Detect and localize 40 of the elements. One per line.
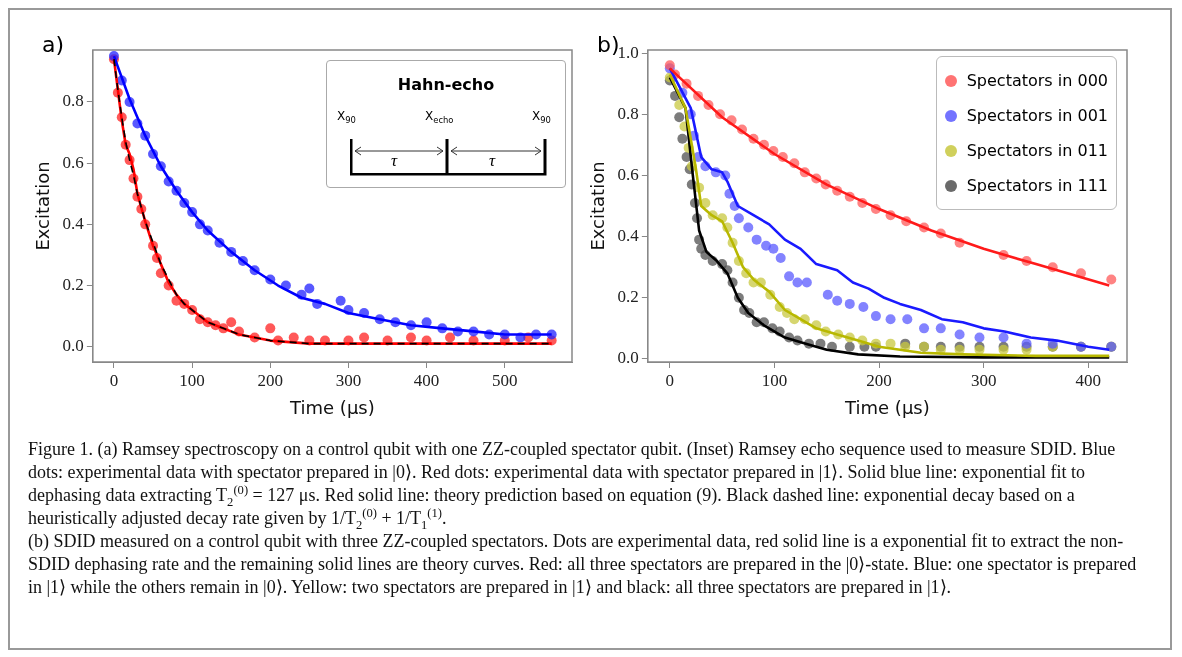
x-tick-label: 100	[179, 370, 205, 390]
y-tick-label: 0.2	[617, 287, 639, 307]
text: Figure 1. (a) Ramsey spectroscopy on a control qubit with one ZZ-coupled spectator qubit. (Inset) Ramsey echo sequence used to measure SDID. Blue dots: experimental data with spectator prepared in |0⟩. Red dots: experimental data with spectator prepared in |1⟩. Solid blue line: exponential fit to dephasing data extracting T$_{2}$$^{(0)}$ = 127 μs. Red solid line: theory prediction based on equation (9). Black dashed line: exponential decay based on a heuristically adjusted decay rate given by 1/T$_{2}$$^{(0)}$ + 1/T$_{1}$$^{(1)}$.	[28, 439, 1116, 532]
x-tick-label: 0	[109, 370, 119, 390]
x-axis-title: Time (μs)	[289, 396, 375, 418]
legend-label: Spectators in 011	[966, 141, 1108, 160]
x-tick-label: 400	[1075, 370, 1102, 390]
y-axis-title: Excitation	[32, 161, 54, 251]
x-axis-title: Time (μs)	[844, 396, 930, 418]
x-tick-label: 100	[761, 370, 788, 390]
annotation: τ	[489, 151, 496, 171]
x-tick-label: 300	[970, 370, 997, 390]
y-tick-label: 0.2	[62, 275, 84, 294]
x-tick-label: 200	[257, 370, 284, 390]
legend-label: Spectators in 000	[966, 71, 1108, 90]
x-tick-label: 400	[413, 370, 440, 390]
x-tick-label: 500	[492, 370, 518, 390]
annotation: X$_{echo}$	[425, 109, 454, 126]
text: (b) SDID measured on a control qubit with three ZZ-coupled spectators. Dots are experimental data, red solid line is a exponential fit to extract the non-SDID dephasing rate and the remaining solid lines are theory curves. Red: all three spectators are prepared in the |0⟩-state. Blue: one spectator is prepared in |1⟩ while the others remain in |0⟩. Yellow: two spectators are prepared in |1⟩ and black: all three spectators are prepared in |1⟩.	[28, 530, 1138, 599]
chart-title: a)	[42, 32, 65, 57]
y-tick-label: 0.0	[617, 348, 639, 368]
chart-title: b)	[597, 32, 620, 57]
annotation: X$_{90}$	[532, 109, 551, 126]
y-tick-label: 0.6	[62, 152, 84, 172]
x-tick-label: 0	[665, 370, 675, 390]
y-tick-label: 0.8	[62, 91, 84, 111]
annotation: τ	[391, 151, 398, 171]
y-tick-label: 0.6	[617, 164, 639, 184]
y-axis-title: Excitation	[587, 161, 609, 251]
y-tick-label: 0.4	[62, 213, 85, 233]
x-tick-label: 200	[866, 370, 892, 390]
y-tick-label: 0.8	[617, 103, 639, 123]
y-tick-label: 0.4	[617, 226, 640, 246]
x-tick-label: 300	[335, 370, 362, 390]
legend-label: Spectators in 001	[966, 106, 1108, 125]
y-tick-label: 1.0	[617, 42, 639, 62]
annotation: Hahn-echo	[396, 75, 496, 94]
annotation: X$_{90}$	[337, 109, 356, 126]
legend-label: Spectators in 111	[966, 176, 1108, 195]
y-tick-label: 0.0	[62, 336, 84, 356]
